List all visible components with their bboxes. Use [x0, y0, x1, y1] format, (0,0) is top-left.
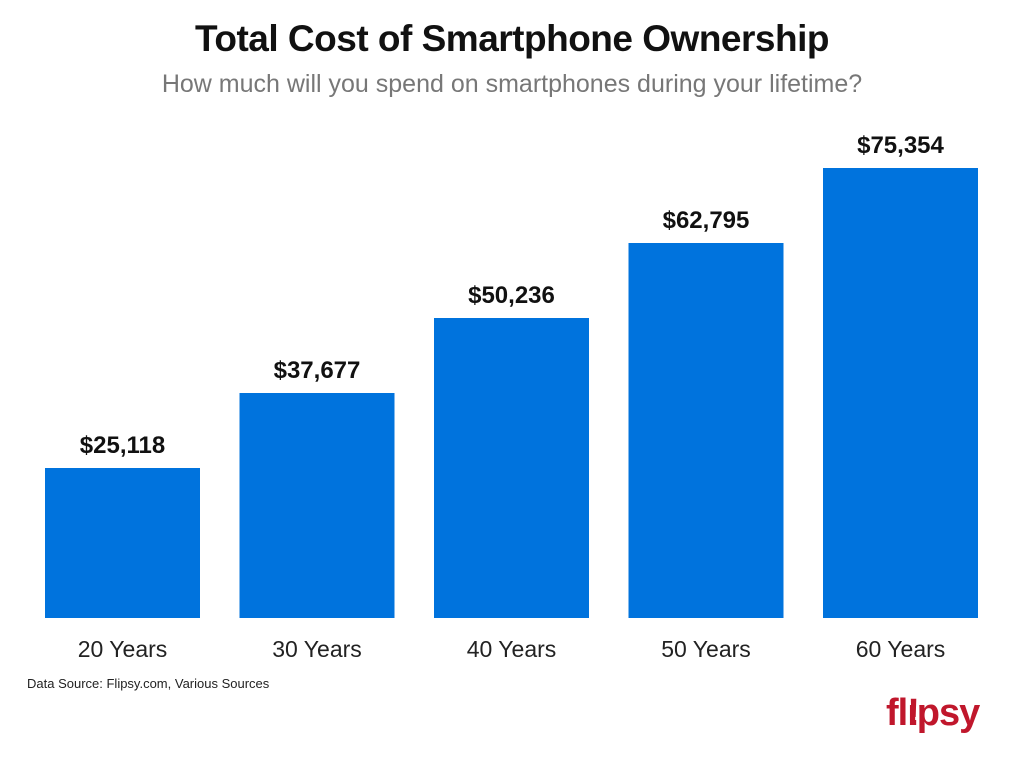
- chart-subtitle: How much will you spend on smartphones d…: [161, 70, 863, 98]
- x-tick-label: 60 Years: [856, 636, 946, 662]
- bar: [239, 393, 395, 618]
- chart-title: Total Cost of Smartphone Ownership: [195, 18, 829, 59]
- bar: [823, 168, 978, 618]
- x-tick-label: 30 Years: [272, 636, 362, 662]
- bar: [45, 468, 200, 618]
- data-label: $37,677: [274, 357, 361, 384]
- bar: [628, 243, 784, 618]
- data-source-note: Data Source: Flipsy.com, Various Sources: [27, 676, 270, 691]
- data-label: $50,236: [468, 282, 555, 309]
- data-label: $62,795: [663, 207, 750, 234]
- data-label: $75,354: [857, 132, 944, 159]
- bar: [434, 318, 589, 618]
- x-tick-label: 40 Years: [467, 636, 557, 662]
- bar-chart: $25,118 20 Years $37,677 30 Years $50,236 40 …: [45, 132, 978, 662]
- x-tick-label: 50 Years: [661, 636, 751, 662]
- data-label: $25,118: [80, 432, 165, 459]
- flipsy-logo: flı! psy: [886, 692, 980, 734]
- x-tick-label: 20 Years: [78, 636, 168, 662]
